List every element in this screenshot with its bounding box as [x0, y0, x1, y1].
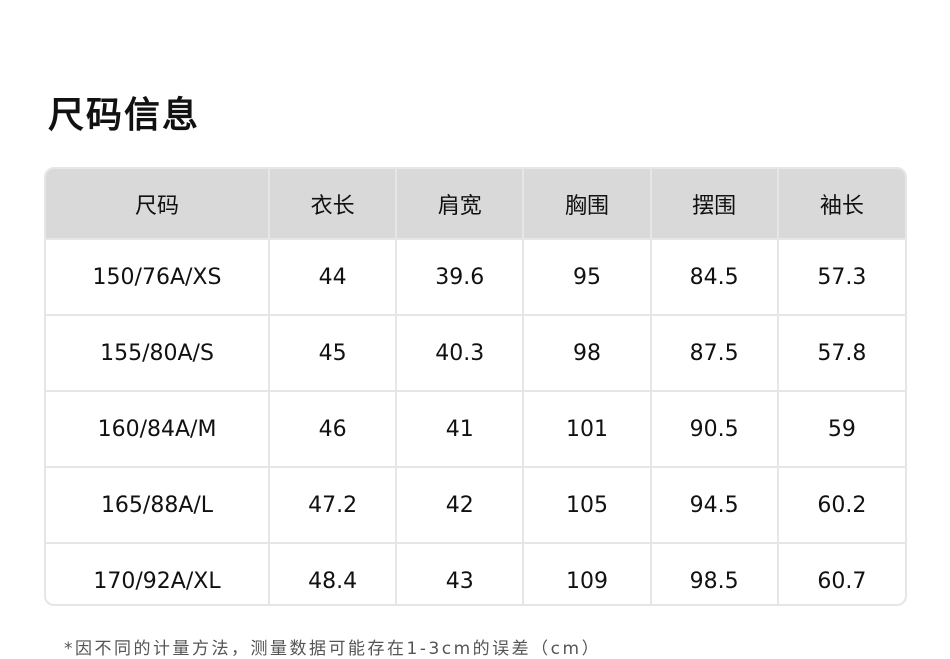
table-cell: 105: [522, 466, 652, 544]
table-row: 165/88A/L 47.2 42 105 94.5 60.2: [46, 466, 905, 544]
table-header-row: 尺码 衣长 肩宽 胸围 摆围 袖长: [46, 169, 905, 240]
column-header: 尺码: [46, 169, 270, 240]
table-cell: 39.6: [395, 238, 525, 316]
table-cell: 48.4: [267, 542, 398, 604]
table-cell: 57.3: [776, 238, 905, 316]
table-cell: 44: [267, 238, 398, 316]
table-cell: 43: [395, 542, 525, 604]
table-cell: 109: [522, 542, 652, 604]
table-cell: 60.2: [776, 466, 905, 544]
table-cell: 41: [395, 390, 525, 468]
table-cell: 98: [522, 314, 652, 392]
table-cell: 155/80A/S: [46, 314, 270, 392]
table-row: 150/76A/XS 44 39.6 95 84.5 57.3: [46, 238, 905, 316]
table-row: 160/84A/M 46 41 101 90.5 59: [46, 390, 905, 468]
table-cell: 95: [522, 238, 652, 316]
column-header: 摆围: [649, 169, 779, 240]
table-cell: 57.8: [776, 314, 905, 392]
table-row: 170/92A/XL 48.4 43 109 98.5 60.7: [46, 542, 905, 604]
page-title: 尺码信息: [48, 95, 201, 136]
table-cell: 94.5: [649, 466, 779, 544]
size-table: 尺码 衣长 肩宽 胸围 摆围 袖长 150/76A/XS 44 39.6 95 84.5 57.3 1…: [44, 167, 907, 606]
table-cell: 84.5: [649, 238, 779, 316]
table-cell: 59: [776, 390, 905, 468]
table-cell: 60.7: [776, 542, 905, 604]
measurement-note: *因不同的计量方法，测量数据可能存在1-3cm的误差（cm）: [64, 639, 602, 659]
table-cell: 150/76A/XS: [46, 238, 270, 316]
column-header: 衣长: [267, 169, 398, 240]
column-header: 胸围: [522, 169, 652, 240]
column-header: 袖长: [776, 169, 905, 240]
table-cell: 170/92A/XL: [46, 542, 270, 604]
table-cell: 90.5: [649, 390, 779, 468]
table-cell: 46: [267, 390, 398, 468]
table-cell: 40.3: [395, 314, 525, 392]
table-cell: 160/84A/M: [46, 390, 270, 468]
table-cell: 47.2: [267, 466, 398, 544]
table-cell: 165/88A/L: [46, 466, 270, 544]
table-cell: 87.5: [649, 314, 779, 392]
table-row: 155/80A/S 45 40.3 98 87.5 57.8: [46, 314, 905, 392]
table-cell: 101: [522, 390, 652, 468]
table-cell: 45: [267, 314, 398, 392]
column-header: 肩宽: [395, 169, 525, 240]
table-cell: 98.5: [649, 542, 779, 604]
table-cell: 42: [395, 466, 525, 544]
